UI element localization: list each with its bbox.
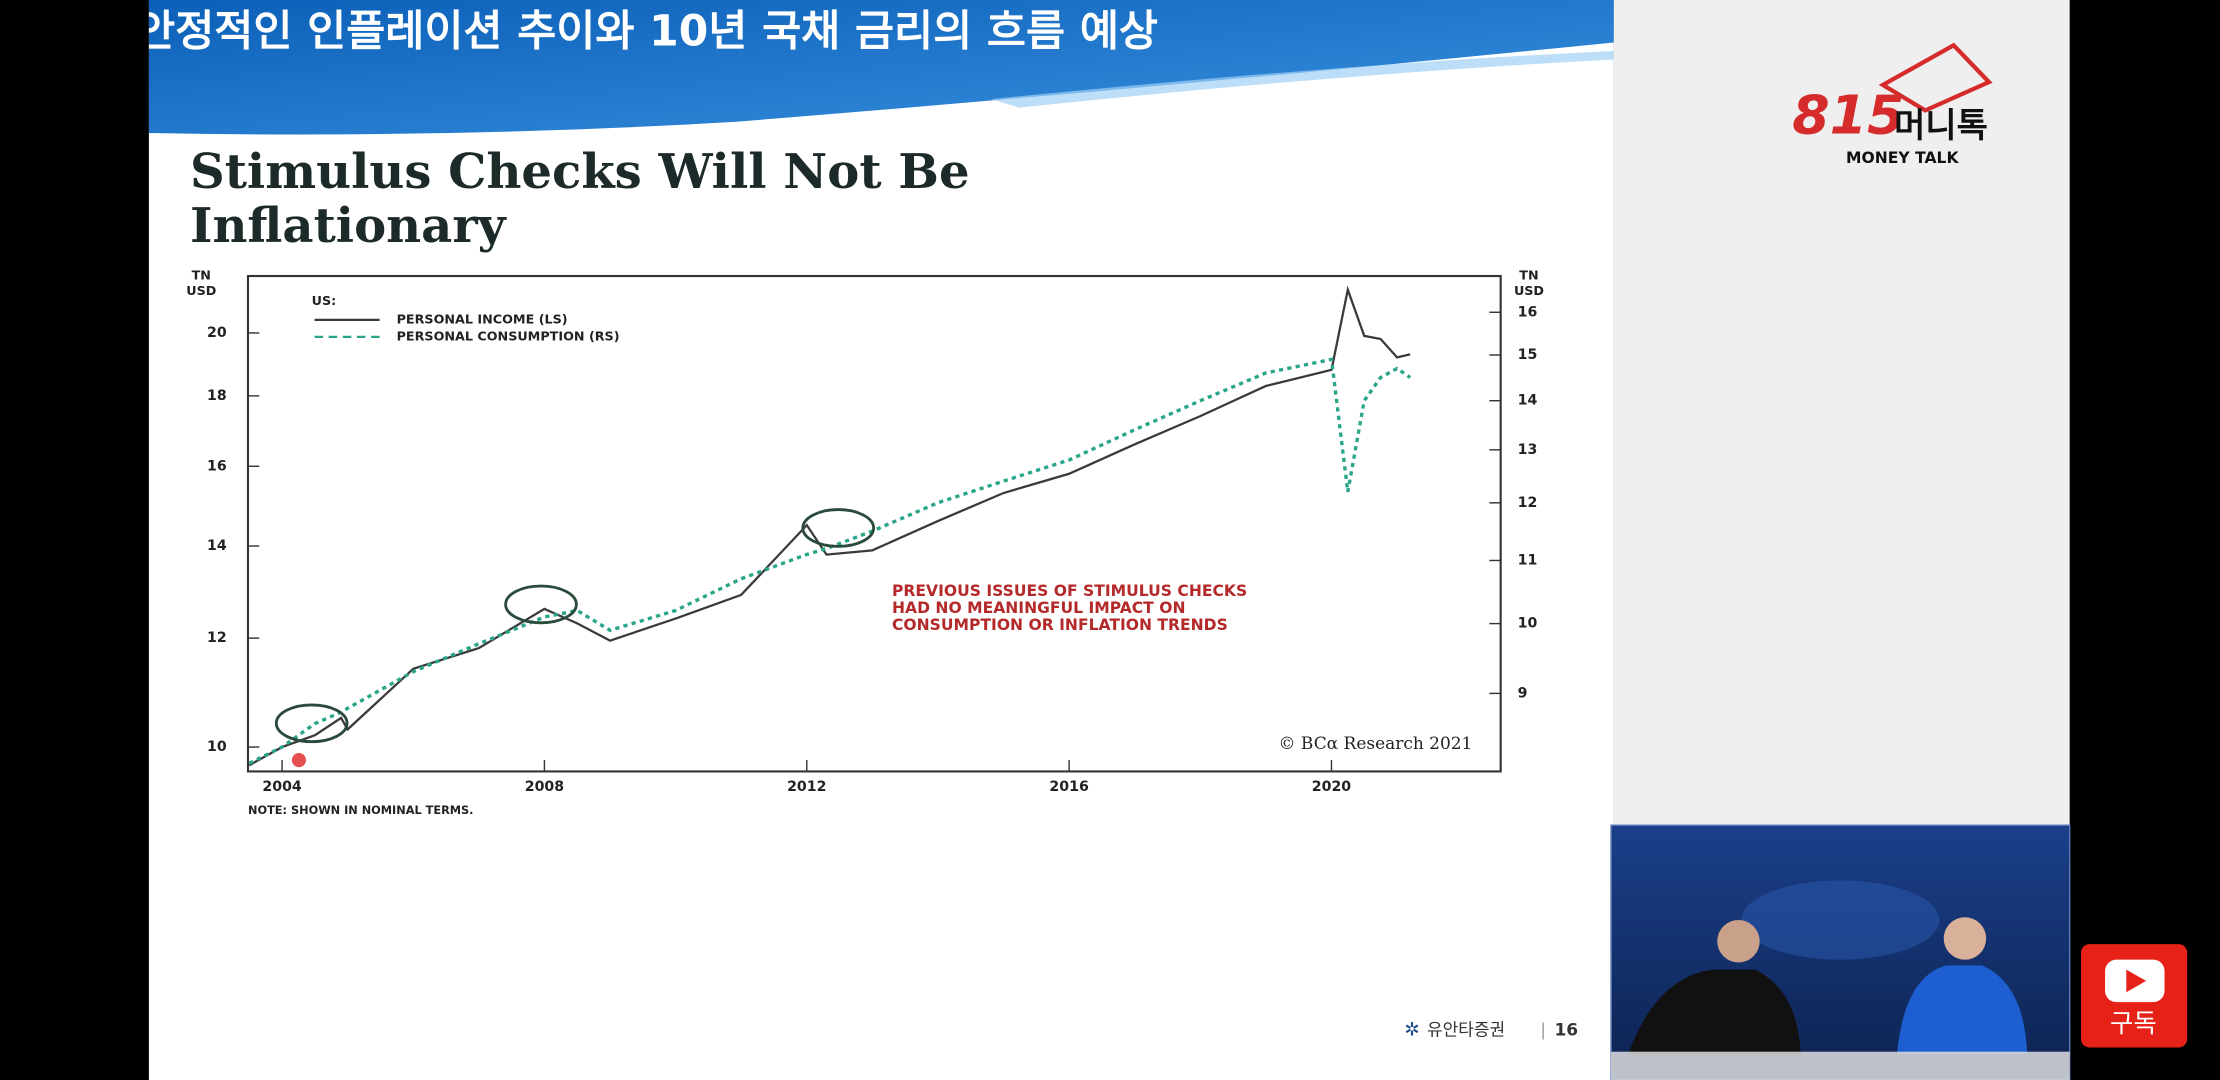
y-tick-label: 10 [207,739,227,755]
header-title: 안정적인 인플레이션 추이와 10년 국채 금리의 흐름 예상 [136,7,1158,56]
series-line [248,285,1411,767]
logo-number: 815 [1792,84,1904,147]
person-head [1943,917,1987,960]
legend-label: PERSONAL INCOME (LS) [397,312,568,327]
chart-title: Stimulus Checks Will Not Be [190,144,970,200]
y2-axis-label: TN [1519,269,1538,284]
y2-tick-label: 12 [1518,495,1538,511]
y2-tick-label: 10 [1518,616,1538,632]
footer-page: 16 [1554,1020,1578,1040]
video-frame [1610,824,2071,1080]
y-tick-label: 18 [207,388,227,404]
series-line [248,357,1412,765]
logo-sub: MONEY TALK [1846,149,1959,167]
y2-tick-label: 14 [1518,393,1538,409]
plot-frame [246,274,1502,773]
y2-tick-label: 15 [1518,347,1538,363]
subscribe-label: 구독 [2110,1009,2157,1039]
chart: 10 12 14 16 18 20 9 10 11 12 13 14 15 16 2004 2008 2012 2… [186,269,1544,818]
chart-title: Inflationary [190,198,508,254]
video-globe [1741,880,1940,960]
x-tick-label: 2004 [262,779,302,795]
y2-tick-label: 16 [1518,304,1538,320]
circle [801,508,876,548]
logo-name: 머니톡 [1894,106,1988,146]
annotation: PREVIOUS ISSUES OF STIMULUS CHECKS [892,582,1247,600]
circle [274,703,349,744]
subscribe-play [2126,969,2147,993]
y2-tick-label: 13 [1518,442,1538,458]
y-tick-label: 20 [207,325,227,341]
y-tick-label: 12 [207,630,227,646]
x-tick-label: 2016 [1049,779,1089,795]
pointer-dot [291,753,307,768]
person [1896,965,2028,1055]
credit: © BCα Research 2021 [1279,734,1473,754]
x-tick-label: 2008 [525,779,564,795]
highlight-circles [274,508,876,744]
header-band [148,0,1614,135]
y2-tick-label: 9 [1518,685,1528,701]
y2-axis-label: USD [1514,284,1544,299]
circle [504,584,578,625]
logo-icon [1878,42,1993,113]
header-stripe [991,50,1614,108]
x-tick-label: 2020 [1312,779,1352,795]
person [1628,969,1801,1055]
y-tick-label: 16 [207,458,227,474]
desk [1611,1051,2070,1080]
annotation: CONSUMPTION OR INFLATION TRENDS [892,616,1228,634]
legend-title: US: [312,294,337,309]
chart-note: NOTE: SHOWN IN NOMINAL TERMS. [248,803,473,817]
slide [148,0,1614,1080]
y-axis-label: USD [186,284,216,299]
x-tick-label: 2012 [787,779,826,795]
y-axis-label: TN [192,269,211,284]
footer-separator: | [1540,1020,1546,1040]
y2-tick-label: 11 [1518,552,1538,568]
footer-brand: 유안타증권 [1427,1020,1505,1040]
side-panel [1613,0,2070,826]
legend-label: PERSONAL CONSUMPTION (RS) [397,329,620,344]
annotation: HAD NO MEANINGFUL IMPACT ON [892,599,1185,617]
person-head [1717,920,1760,963]
footer-icon: ✲ [1404,1019,1419,1040]
y-tick-label: 14 [207,538,227,554]
